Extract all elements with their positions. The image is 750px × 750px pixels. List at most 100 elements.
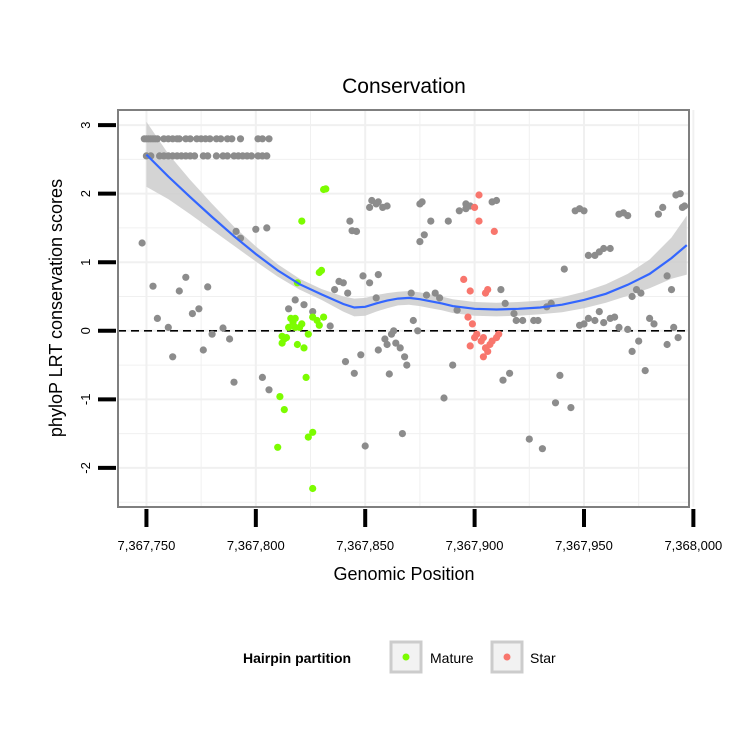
point-other <box>350 369 358 377</box>
point-other <box>674 334 682 342</box>
point-other <box>258 135 266 143</box>
point-other <box>497 286 505 294</box>
point-other <box>228 135 236 143</box>
point-other <box>611 313 619 321</box>
point-other <box>534 316 542 325</box>
point-other <box>506 369 514 377</box>
point-other <box>431 289 439 297</box>
point-mature <box>298 320 306 328</box>
point-other <box>499 376 507 384</box>
point-other <box>681 202 689 210</box>
y-tick-label: -2 <box>78 462 93 474</box>
point-other <box>600 244 608 253</box>
point-star <box>484 347 492 355</box>
point-mature <box>300 344 308 352</box>
point-mature <box>315 321 323 329</box>
point-other <box>510 310 518 318</box>
point-other <box>512 316 520 325</box>
point-other <box>407 289 415 297</box>
point-star <box>475 217 483 225</box>
point-other <box>366 279 374 287</box>
point-other <box>398 430 406 438</box>
point-mature <box>278 339 286 347</box>
point-other <box>374 198 382 206</box>
point-mature <box>298 217 306 225</box>
point-other <box>291 296 299 304</box>
point-other <box>418 198 426 206</box>
point-mature <box>280 406 288 414</box>
point-other <box>175 135 183 143</box>
point-other <box>659 203 667 211</box>
y-tick-label: -1 <box>78 394 93 406</box>
point-other <box>416 238 424 246</box>
point-other <box>258 373 266 381</box>
point-other <box>654 210 663 218</box>
point-other <box>403 361 411 369</box>
x-tick-label: 7,367,800 <box>227 538 285 553</box>
point-star <box>466 287 474 295</box>
point-mature <box>293 340 301 349</box>
point-mature <box>282 334 291 342</box>
point-other <box>396 344 404 352</box>
point-mature <box>291 323 299 331</box>
point-other <box>551 399 560 407</box>
point-other <box>153 135 161 143</box>
point-other <box>440 394 448 402</box>
y-tick-label: 1 <box>78 259 93 266</box>
point-other <box>663 340 671 349</box>
point-star <box>490 227 498 235</box>
point-other <box>164 323 172 331</box>
x-tick-label: 7,367,900 <box>446 538 504 553</box>
legend-dot-mature <box>402 653 410 661</box>
point-other <box>390 327 398 335</box>
point-mature <box>317 266 326 274</box>
y-tick-label: 3 <box>78 121 93 128</box>
y-tick-label: 2 <box>78 190 93 197</box>
point-other <box>309 308 317 316</box>
point-star <box>479 353 487 361</box>
point-other <box>186 135 194 143</box>
data-points <box>138 135 689 493</box>
point-other <box>584 314 593 322</box>
point-mature <box>322 185 330 193</box>
point-other <box>444 217 452 225</box>
point-mature <box>274 443 282 451</box>
point-star <box>479 334 487 342</box>
point-other <box>462 200 470 208</box>
plot-border <box>117 109 690 508</box>
x-tick-label: 7,367,950 <box>555 538 613 553</box>
smooth-curve <box>145 153 688 311</box>
point-other <box>595 308 603 316</box>
point-other <box>199 346 207 354</box>
point-other <box>584 251 593 259</box>
smooth-curve-layer <box>145 153 688 311</box>
legend-label-star: Star <box>530 650 556 666</box>
point-other <box>265 386 273 394</box>
point-star <box>471 203 479 211</box>
point-other <box>265 135 273 143</box>
point-other <box>341 358 350 366</box>
point-star <box>495 330 503 338</box>
point-mature <box>302 373 310 381</box>
point-mature <box>309 484 317 493</box>
point-mature <box>285 323 293 331</box>
point-other <box>217 135 225 143</box>
point-other <box>667 286 676 294</box>
point-other <box>628 292 636 301</box>
point-other <box>138 239 146 247</box>
point-other <box>383 202 391 210</box>
point-other <box>650 320 658 328</box>
point-other <box>538 445 547 453</box>
point-other <box>236 135 245 143</box>
point-other <box>361 442 369 450</box>
point-other <box>326 322 334 330</box>
point-other <box>204 283 212 291</box>
point-other <box>232 227 240 235</box>
legend: Hairpin partition Mature Star <box>243 640 556 674</box>
point-other <box>383 340 391 349</box>
point-star <box>460 275 468 283</box>
point-other <box>352 227 361 235</box>
point-other <box>300 301 308 309</box>
point-other <box>208 330 216 338</box>
